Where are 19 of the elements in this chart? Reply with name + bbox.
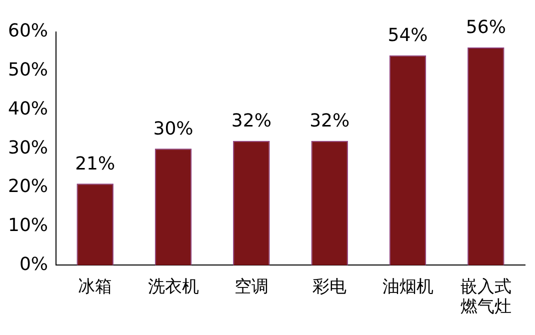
y-tick-label: 30%: [8, 137, 48, 158]
data-label: 54%: [388, 24, 428, 46]
data-label: 21%: [75, 153, 116, 174]
data-label: 32%: [231, 110, 272, 132]
data-label: 32%: [310, 110, 350, 132]
data-label: 30%: [153, 118, 194, 140]
y-tick-label: 20%: [8, 176, 48, 198]
y-tick-label: 10%: [8, 215, 48, 236]
y-tick-label: 40%: [8, 98, 48, 120]
x-tick-label: 空调: [234, 276, 268, 297]
x-tick-label: 彩电: [312, 276, 347, 297]
y-tick-label: 0%: [19, 254, 48, 275]
y-tick-label: 50%: [8, 60, 48, 81]
x-tick-label: 嵌入式燃气灶: [460, 276, 512, 318]
x-tick-label: 洗衣机: [148, 276, 199, 297]
data-label: 56%: [466, 17, 506, 38]
x-tick-label: 冰箱: [78, 276, 112, 297]
x-tick-label: 油烟机: [382, 276, 434, 297]
y-tick-label: 60%: [8, 20, 48, 42]
